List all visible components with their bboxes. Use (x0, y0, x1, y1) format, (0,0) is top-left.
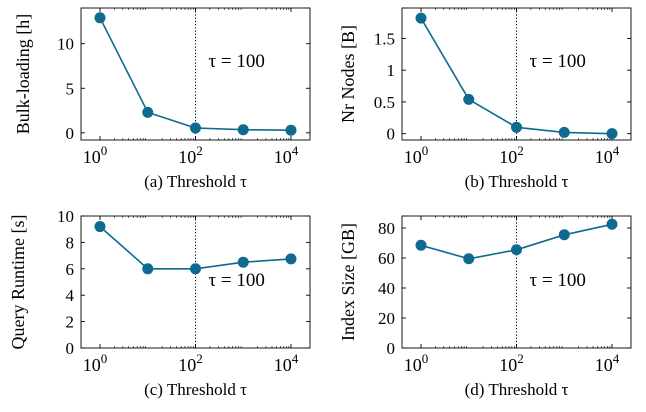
panel-caption: (b) Threshold τ (465, 172, 569, 191)
x-tick-label: 102 (178, 143, 203, 167)
y-tick-label: 6 (66, 260, 75, 279)
y-tick-label: 10 (57, 207, 74, 226)
data-point (94, 221, 106, 233)
y-tick-label: 60 (378, 249, 395, 268)
panel-c: 0 2 4 6 8 10 100 102 104 τ = 100 Query Runtime [s]… (8, 207, 311, 399)
x-tick-label: 104 (274, 351, 299, 375)
panel-a: 0 5 10 100 102 104 τ = 100 Bulk-loading [h] (a) … (13, 7, 311, 191)
x-tick-label: 100 (83, 351, 108, 375)
data-point (606, 218, 618, 230)
data-point (511, 244, 522, 256)
threshold-annotation: τ = 100 (530, 270, 586, 291)
panel-b: 0 0.5 1 1.5 100 102 104 τ = 100 Nr Nodes [B] (b) … (338, 7, 632, 191)
y-tick-label: 80 (378, 219, 395, 238)
y-axis-label: Bulk-loading [h] (13, 14, 33, 134)
y-tick-label: 0 (66, 339, 75, 358)
y-axis-label: Index Size [GB] (338, 223, 358, 341)
data-point (285, 124, 297, 136)
y-tick-label: 10 (57, 35, 74, 54)
panel-caption: (d) Threshold τ (465, 380, 569, 399)
data-point (94, 12, 106, 24)
data-point (190, 122, 201, 134)
data-point (237, 256, 249, 268)
y-tick-label: 0 (387, 125, 396, 144)
data-point (463, 93, 475, 105)
panel-d: 0 20 40 60 80 100 102 104 τ = 100 Index Size [GB]… (338, 215, 632, 399)
x-tick-label: 100 (404, 351, 429, 375)
y-tick-label: 8 (66, 233, 75, 252)
data-point (285, 253, 297, 265)
panel-caption: (c) Threshold τ (144, 380, 247, 399)
y-tick-label: 20 (378, 309, 395, 328)
data-point (415, 239, 427, 251)
x-tick-label: 104 (274, 143, 299, 167)
y-tick-label: 0.5 (374, 93, 395, 112)
x-tick-label: 100 (404, 143, 429, 167)
data-point (415, 12, 427, 24)
x-tick-label: 102 (499, 351, 524, 375)
x-tick-label: 102 (178, 351, 203, 375)
y-axis-label: Nr Nodes [B] (338, 25, 358, 123)
data-point (511, 121, 522, 133)
y-tick-label: 4 (66, 286, 75, 305)
threshold-annotation: τ = 100 (209, 270, 265, 291)
x-tick-label: 104 (595, 143, 620, 167)
data-point (463, 253, 475, 265)
y-tick-label: 1 (387, 61, 396, 80)
data-point (237, 124, 249, 136)
threshold-annotation: τ = 100 (530, 51, 586, 72)
x-tick-label: 104 (595, 351, 620, 375)
y-tick-label: 0 (387, 339, 396, 358)
data-point (142, 106, 154, 118)
data-point (606, 128, 618, 140)
panel-caption: (a) Threshold τ (144, 172, 247, 191)
data-point (142, 263, 154, 275)
threshold-annotation: τ = 100 (209, 51, 265, 72)
y-axis-label: Query Runtime [s] (8, 215, 28, 350)
y-tick-label: 0 (66, 124, 75, 143)
y-tick-label: 40 (378, 279, 395, 298)
y-tick-label: 5 (66, 79, 75, 98)
x-tick-label: 102 (499, 143, 524, 167)
data-point (190, 263, 201, 275)
data-point (558, 229, 570, 241)
y-tick-label: 2 (66, 313, 75, 332)
y-tick-label: 1.5 (374, 29, 395, 48)
data-point (558, 126, 570, 138)
x-tick-label: 100 (83, 143, 108, 167)
